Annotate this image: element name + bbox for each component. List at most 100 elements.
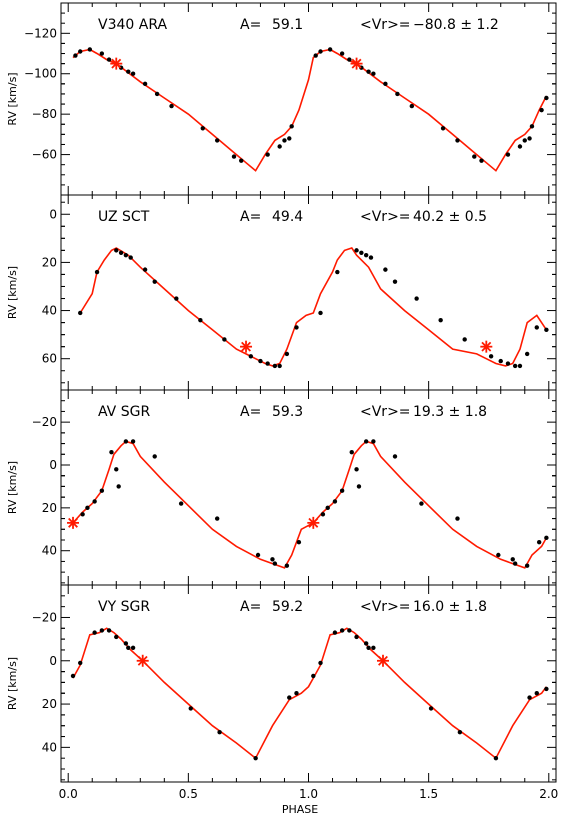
reference-star-marker [136,654,149,667]
data-point [392,454,398,459]
data-point [222,337,227,342]
data-point [512,561,518,566]
data-point [383,81,388,87]
data-point [217,730,222,735]
reference-star-marker [240,340,253,353]
data-point [462,337,467,342]
data-point [544,95,549,101]
data-point [527,695,532,700]
reference-star-marker [67,516,80,529]
reference-star-marker [376,654,389,667]
data-point [114,248,119,253]
data-point [349,449,354,455]
data-point [73,53,78,58]
data-point [419,501,424,506]
panel-3: −20 0 20 40 RV [km/s] AV SGR A= 59.3 <Vr>= 19.3 ±… [6,389,557,586]
x-tick-label: 1.5 [419,787,438,801]
star-stroke [351,58,362,69]
data-point [332,630,338,635]
x-tick-label: 0.0 [59,787,78,801]
data-point [277,144,282,149]
data-point [126,645,131,650]
data-point [457,730,463,735]
data-point [78,660,83,666]
data-point [539,107,544,113]
y-axis-label: RV [km/s] [6,461,19,514]
data-point [123,439,129,444]
data-point [354,634,359,640]
data-point [296,539,302,545]
y-tick-label: −120 [24,26,57,40]
data-point [392,279,398,284]
data-point [440,126,446,131]
data-point [99,628,105,633]
data-point [505,152,511,157]
data-point [339,488,345,493]
amplitude-label: A= [240,599,261,615]
amplitude-value: 59.2 [272,599,303,615]
star-stroke [241,341,251,352]
mean-velocity-value: 19.3 ± 1.8 [413,404,487,420]
data-point [498,358,503,364]
data-point [512,363,518,369]
data-point [142,81,148,87]
data-point [92,499,97,504]
data-point [366,645,371,650]
data-point [231,154,237,159]
reference-star-marker [110,57,123,70]
data-point [455,138,460,143]
x-tick-label: 1.0 [299,787,318,801]
data-point [255,552,261,558]
data-point [356,484,362,489]
mean-velocity-label: <Vr>= [360,209,411,225]
data-point [287,136,292,141]
data-point [284,351,290,357]
data-point [505,361,511,366]
data-point [78,49,83,54]
data-point [142,267,148,272]
mean-velocity-label: <Vr>= [360,17,411,33]
data-point [70,673,76,679]
data-point [496,552,501,558]
amplitude-label: A= [240,209,261,225]
data-point [479,158,484,163]
star-name: UZ SCT [98,209,150,225]
y-axis-label: RV [km/s] [6,72,19,125]
data-point [270,557,275,562]
data-point [253,755,258,761]
data-point [524,563,530,568]
reference-star-marker [480,340,493,353]
star-name: AV SGR [98,404,150,420]
mean-velocity-label: <Vr>= [360,599,411,615]
data-point [265,361,270,366]
data-point [106,628,112,633]
data-point [80,512,85,517]
data-point [371,645,376,650]
data-point [371,439,376,444]
data-point [277,363,282,369]
data-point [368,255,374,260]
data-point [99,51,105,56]
fit-curve [72,627,548,760]
data-point [455,516,460,521]
y-tick-label: 40 [42,544,57,558]
amplitude-value: 49.4 [272,209,303,225]
data-point [114,634,119,640]
amplitude-label: A= [240,404,261,420]
data-point [265,152,270,157]
data-point [517,144,523,149]
data-point [428,706,434,711]
data-point [534,691,539,696]
y-tick-label: −60 [32,148,57,162]
data-point [169,103,174,109]
data-point [544,686,549,692]
data-point [414,296,419,301]
data-point [438,317,443,323]
data-point [313,53,318,58]
data-point [510,557,515,562]
data-point [99,488,105,493]
y-tick-label: −100 [24,67,57,81]
y-tick-label: 20 [42,697,57,711]
data-point [311,673,316,679]
data-point [214,516,220,521]
